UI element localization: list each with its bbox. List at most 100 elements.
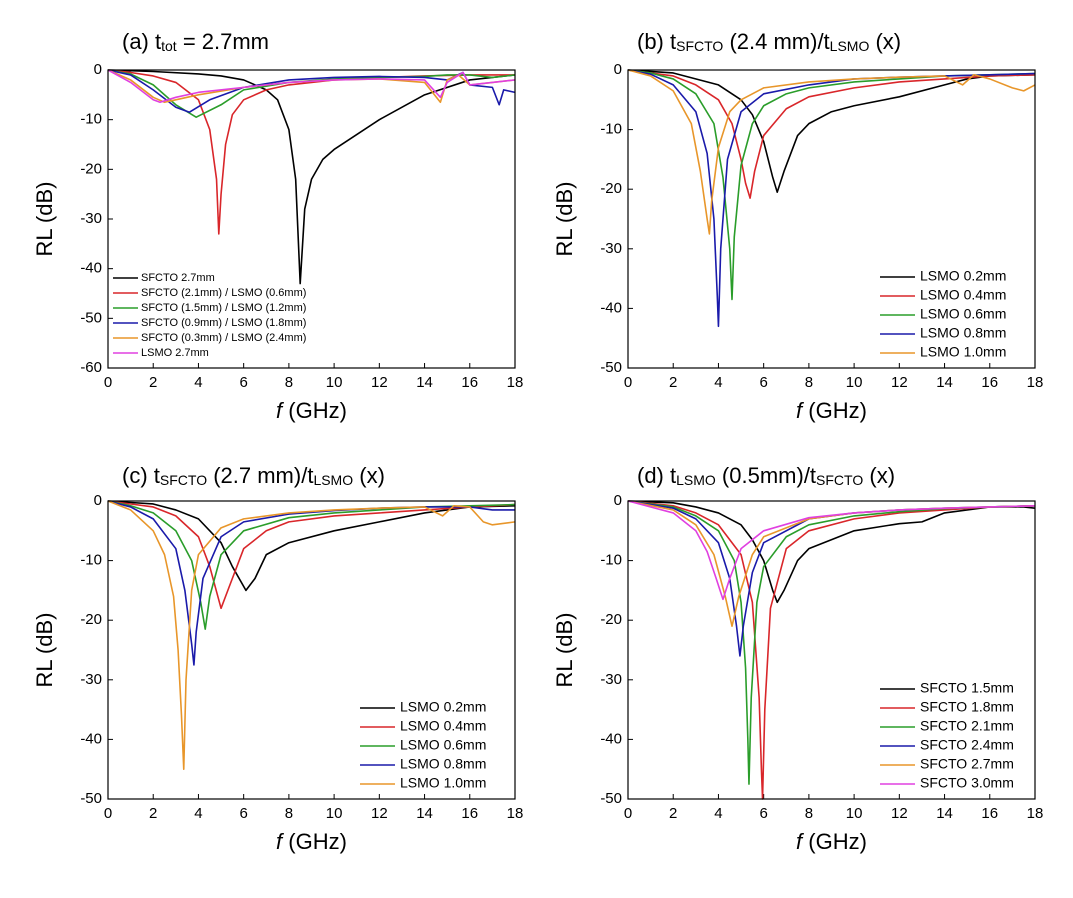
x-tick-label: 4 (194, 805, 202, 822)
x-axis-label-unit: (GHz) (802, 398, 867, 423)
y-tick-label: 0 (94, 61, 102, 78)
y-tick-label: -40 (80, 260, 102, 277)
y-tick-label: -10 (80, 111, 102, 128)
x-tick-label: 6 (759, 805, 767, 822)
x-tick-label: 4 (714, 805, 722, 822)
x-tick-label: 0 (104, 805, 112, 822)
x-tick-label: 6 (239, 805, 247, 822)
y-tick-label: 0 (614, 61, 622, 78)
x-tick-label: 8 (805, 805, 813, 822)
legend-label: LSMO 0.4mm (400, 718, 486, 734)
title-part: (x) (353, 463, 385, 488)
y-tick-label: -50 (80, 790, 102, 807)
legend-label: SFCTO (0.9mm) / LSMO (1.8mm) (141, 317, 306, 329)
y-tick-label: -20 (600, 180, 622, 197)
y-tick-label: -40 (600, 730, 622, 747)
series-line (107, 69, 515, 235)
x-axis-label-italic: f (796, 398, 805, 423)
series-line (107, 500, 516, 592)
x-tick-label: 0 (624, 805, 632, 822)
title-part: (x) (863, 463, 895, 488)
y-tick-label: -10 (600, 121, 622, 138)
x-axis-label-italic: f (796, 829, 805, 854)
x-axis-label-italic: f (276, 829, 285, 854)
x-tick-label: 8 (285, 805, 293, 822)
series-line (107, 500, 515, 666)
y-tick-label: -30 (600, 671, 622, 688)
legend-label: LSMO 0.6mm (920, 306, 1006, 322)
y-tick-label: -50 (80, 309, 102, 326)
title-subscript: SFCTO (676, 38, 723, 54)
series-line (627, 69, 1036, 199)
title-part: (2.4 mm)/t (723, 29, 829, 54)
x-tick-label: 12 (891, 374, 908, 391)
series-line (627, 69, 1036, 235)
legend-label: SFCTO (0.3mm) / LSMO (2.4mm) (141, 332, 306, 344)
legend-label: SFCTO 1.8mm (920, 699, 1014, 715)
x-tick-label: 16 (461, 805, 478, 822)
legend-label: LSMO 1.0mm (920, 344, 1006, 360)
series-line (107, 500, 516, 770)
x-axis-label-unit: (GHz) (802, 829, 867, 854)
series-line (627, 500, 1036, 800)
x-tick-label: 14 (936, 805, 953, 822)
panel-title: (b) tSFCTO (2.4 mm)/tLSMO (x) (637, 29, 901, 54)
y-tick-label: 0 (94, 492, 102, 509)
y-tick-label: -20 (600, 611, 622, 628)
x-tick-label: 18 (1027, 374, 1044, 391)
plot-frame (107, 69, 516, 369)
title-part: (a) t (122, 29, 161, 54)
legend-label: SFCTO 2.4mm (920, 737, 1014, 753)
panel-title: (c) tSFCTO (2.7 mm)/tLSMO (x) (122, 463, 385, 488)
x-tick-label: 14 (416, 805, 433, 822)
y-tick-label: -10 (600, 552, 622, 569)
x-tick-label: 10 (326, 805, 343, 822)
x-tick-label: 0 (624, 374, 632, 391)
x-axis-label-unit: (GHz) (282, 398, 347, 423)
y-tick-label: -20 (80, 611, 102, 628)
series-line (107, 69, 516, 104)
x-tick-label: 4 (194, 374, 202, 391)
x-tick-label: 14 (416, 374, 433, 391)
title-subscript: SFCTO (160, 472, 207, 488)
title-part: (d) t (637, 463, 676, 488)
x-tick-label: 14 (936, 374, 953, 391)
x-tick-label: 4 (714, 374, 722, 391)
series-line (627, 69, 1036, 301)
x-tick-label: 16 (461, 374, 478, 391)
legend-label: LSMO 2.7mm (141, 347, 209, 359)
x-tick-label: 2 (149, 805, 157, 822)
series-line (627, 69, 1036, 193)
panel-title: (d) tLSMO (0.5mm)/tSFCTO (x) (637, 463, 895, 488)
x-tick-label: 6 (759, 374, 767, 391)
x-tick-label: 18 (1027, 805, 1044, 822)
x-axis-label: f (GHz) (276, 829, 347, 854)
x-tick-label: 2 (669, 805, 677, 822)
legend-label: LSMO 0.6mm (400, 737, 486, 753)
series-line (107, 69, 516, 285)
x-axis-label-unit: (GHz) (282, 829, 347, 854)
y-tick-label: -30 (80, 671, 102, 688)
x-tick-label: 10 (846, 374, 863, 391)
x-tick-label: 16 (981, 805, 998, 822)
x-tick-label: 12 (891, 805, 908, 822)
x-tick-label: 2 (669, 374, 677, 391)
x-axis-label: f (GHz) (796, 829, 867, 854)
legend-label: LSMO 0.4mm (920, 287, 1006, 303)
title-part: (b) t (637, 29, 676, 54)
x-tick-label: 8 (805, 374, 813, 391)
panel: (c) tSFCTO (2.7 mm)/tLSMO (x) 0 2 4 6 8 10 12 14… (32, 463, 524, 854)
x-tick-label: 16 (981, 374, 998, 391)
y-tick-label: -40 (600, 299, 622, 316)
title-part: (c) t (122, 463, 160, 488)
series-line (107, 500, 516, 610)
title-subscript: LSMO (313, 472, 353, 488)
x-tick-label: 8 (285, 374, 293, 391)
panel: (a) ttot = 2.7mm 0 2 4 6 8 10 12 14 16 18 0 -10 -20 -3… (32, 29, 524, 423)
title-subscript: LSMO (830, 38, 870, 54)
x-tick-label: 12 (371, 374, 388, 391)
legend-label: SFCTO (2.1mm) / LSMO (0.6mm) (141, 287, 306, 299)
legend-label: LSMO 0.2mm (920, 268, 1006, 284)
legend-label: SFCTO 1.5mm (920, 680, 1014, 696)
